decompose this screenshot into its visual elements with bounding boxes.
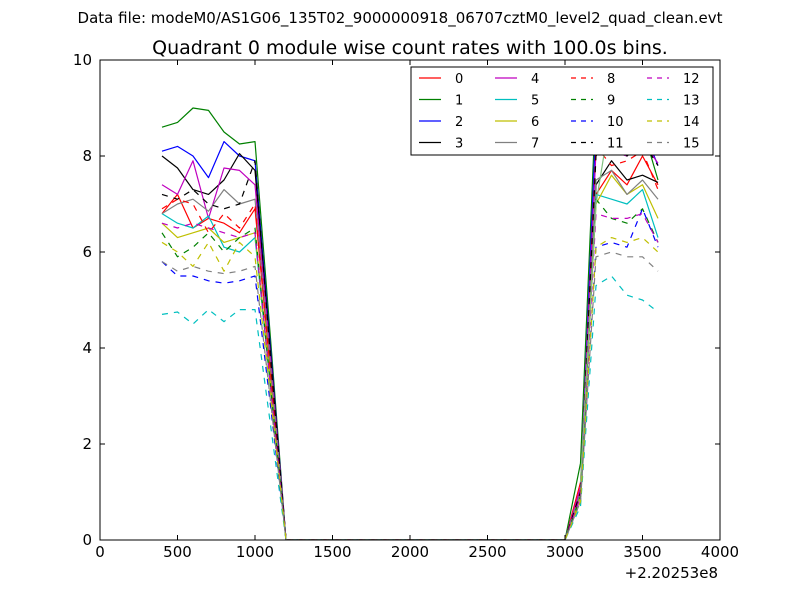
legend-label-9: 9 — [607, 94, 615, 109]
legend-label-0: 0 — [455, 72, 463, 87]
series-line-4 — [161, 141, 659, 540]
y-tick-label: 4 — [82, 339, 92, 357]
x-tick-label: 3000 — [546, 543, 584, 561]
series-line-0 — [161, 155, 659, 540]
y-tick-label: 0 — [82, 531, 92, 549]
legend-label-6: 6 — [531, 115, 539, 130]
y-tick-label: 8 — [82, 147, 92, 165]
legend-label-5: 5 — [531, 94, 539, 109]
series-line-7 — [161, 169, 659, 540]
legend-label-15: 15 — [683, 137, 700, 152]
x-tick-label: 1000 — [236, 543, 274, 561]
x-tick-label: 3500 — [623, 543, 661, 561]
legend-label-7: 7 — [531, 137, 539, 152]
x-tick-label: 500 — [163, 543, 192, 561]
legend-label-1: 1 — [455, 94, 463, 109]
legend-label-4: 4 — [531, 72, 539, 87]
plot-frame — [99, 59, 721, 541]
series-line-12 — [161, 213, 659, 540]
x-tick-label: 2500 — [468, 543, 506, 561]
series-line-14 — [161, 237, 659, 540]
series-line-15 — [161, 251, 659, 540]
legend-frame — [410, 66, 714, 156]
chart-suptitle: Data file: modeM0/AS1G06_135T02_90000009… — [78, 9, 723, 28]
chart-title: Quadrant 0 module wise count rates with … — [152, 37, 668, 59]
y-tick-label: 6 — [82, 243, 92, 261]
y-tick-label: 10 — [73, 51, 92, 69]
x-tick-label: 1500 — [313, 543, 351, 561]
legend-label-3: 3 — [455, 137, 463, 152]
legend-label-13: 13 — [683, 94, 700, 109]
x-tick-label: 0 — [95, 543, 105, 561]
series-line-8 — [161, 145, 659, 540]
legend-label-12: 12 — [683, 72, 700, 87]
y-tick-label: 2 — [82, 435, 92, 453]
legend-label-2: 2 — [455, 115, 463, 130]
series-line-1 — [161, 97, 659, 540]
legend-label-11: 11 — [607, 137, 624, 152]
x-offset-label: +2.20253e8 — [625, 564, 718, 582]
x-tick-label: 4000 — [701, 543, 739, 561]
legend-label-10: 10 — [607, 115, 624, 130]
legend-label-14: 14 — [683, 115, 700, 130]
legend-label-8: 8 — [607, 72, 615, 87]
x-tick-label: 2000 — [391, 543, 429, 561]
series-line-13 — [161, 275, 659, 540]
